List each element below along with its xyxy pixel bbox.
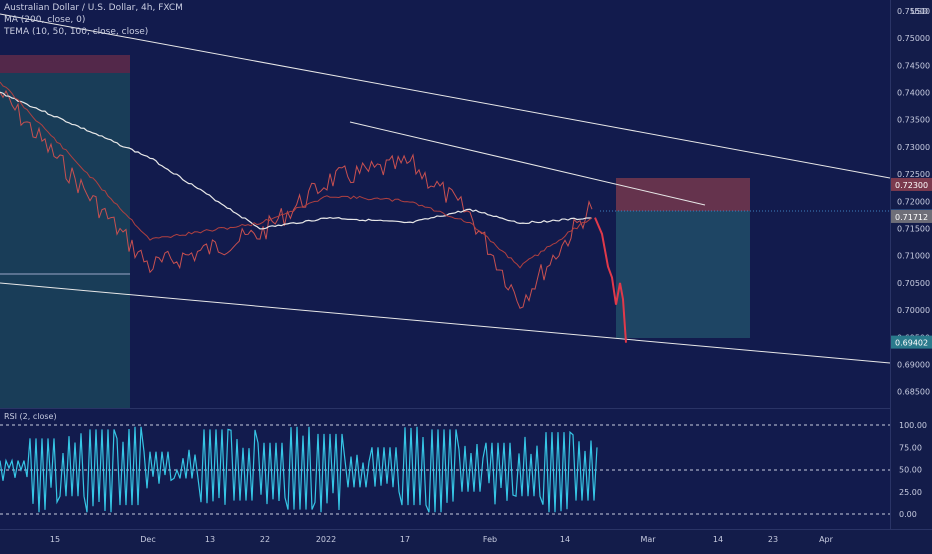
- price-axis[interactable]: 0.75500 0.75000 0.74500 0.74000 0.73500 0.730…: [897, 7, 930, 397]
- price-tag-box: [891, 209, 932, 223]
- time-tick-label: 13: [205, 535, 215, 544]
- legend-tema[interactable]: TEMA (10, 50, 100, close, close): [4, 27, 149, 37]
- price-tick-label: 0.72500: [897, 170, 930, 179]
- price-tick-label: 0.73500: [897, 116, 930, 125]
- lower-channel-line[interactable]: [0, 282, 891, 364]
- price-tick-label: 0.74000: [897, 88, 930, 97]
- price-tag-box: [891, 335, 932, 349]
- forecast-drop-line: [594, 217, 627, 343]
- price-line: [0, 89, 593, 309]
- price-pane[interactable]: [0, 0, 890, 408]
- time-tick-label: 2022: [316, 535, 336, 544]
- forecast-layer: [594, 217, 627, 343]
- tema-line: [0, 81, 593, 269]
- time-tick-label: 17: [400, 535, 410, 544]
- rsi-tick-label: 25.00: [899, 488, 922, 497]
- time-tick-label: 22: [260, 535, 270, 544]
- price-tick-label: 0.69000: [897, 360, 930, 369]
- time-tick-label: Dec: [140, 535, 155, 544]
- inner-trend-line[interactable]: [349, 121, 706, 206]
- time-axis[interactable]: 15 Dec 13 22 2022 17 Feb 14 Mar 14 23 Apr: [50, 535, 834, 544]
- currency-label: USD: [911, 7, 928, 16]
- time-tick-label: Mar: [640, 535, 656, 544]
- price-tick-label: 0.71500: [897, 224, 930, 233]
- price-tick-label: 0.71000: [897, 252, 930, 261]
- legend-symbol[interactable]: Australian Dollar / U.S. Dollar, 4h, FXC…: [4, 3, 183, 13]
- tema-layer: [0, 81, 593, 269]
- legend-ma[interactable]: MA (200, close, 0): [4, 15, 86, 25]
- ma-200-line: [0, 91, 593, 230]
- price-tag-label: 0.72300: [895, 181, 928, 190]
- rsi-layer: [0, 426, 598, 513]
- price-tag-box: [891, 177, 932, 191]
- price-layer: [0, 89, 593, 309]
- zone-top-left: [0, 55, 130, 73]
- price-tick-label: 0.70500: [897, 279, 930, 288]
- time-tick-label: Feb: [483, 535, 497, 544]
- time-tick-label: 23: [768, 535, 778, 544]
- rsi-tick-label: 50.00: [899, 466, 922, 475]
- upper-channel-line[interactable]: [0, 13, 891, 179]
- rsi-tick-label: 100.00: [899, 421, 927, 430]
- price-tick-label: 0.75000: [897, 34, 930, 43]
- stop-zone: [616, 178, 750, 211]
- target-zone: [616, 211, 750, 338]
- price-tick-label: 0.72000: [897, 197, 930, 206]
- zone-left-target: [0, 73, 130, 408]
- chart-legend: Australian Dollar / U.S. Dollar, 4h, FXC…: [4, 2, 183, 38]
- ma-layer: [0, 91, 593, 230]
- time-tick-label: Apr: [819, 535, 834, 544]
- price-tick-label: 0.75500: [897, 7, 930, 16]
- price-tick-label: 0.68500: [897, 388, 930, 397]
- time-tick-label: 14: [713, 535, 723, 544]
- price-tick-label: 0.70000: [897, 306, 930, 315]
- time-tick-label: 14: [560, 535, 570, 544]
- rsi-line: [0, 426, 598, 513]
- rsi-tick-label: 75.00: [899, 443, 922, 452]
- price-tag-label: 0.69402: [895, 339, 928, 348]
- price-tick-label: 0.73000: [897, 143, 930, 152]
- price-tick-label: 0.74500: [897, 61, 930, 70]
- legend-rsi[interactable]: RSI (2, close): [4, 412, 57, 421]
- price-tag-label: 0.71712: [895, 213, 928, 222]
- rsi-axis[interactable]: 100.00 75.00 50.00 25.00 0.00: [899, 421, 927, 519]
- time-tick-label: 15: [50, 535, 60, 544]
- rsi-tick-label: 0.00: [899, 510, 917, 519]
